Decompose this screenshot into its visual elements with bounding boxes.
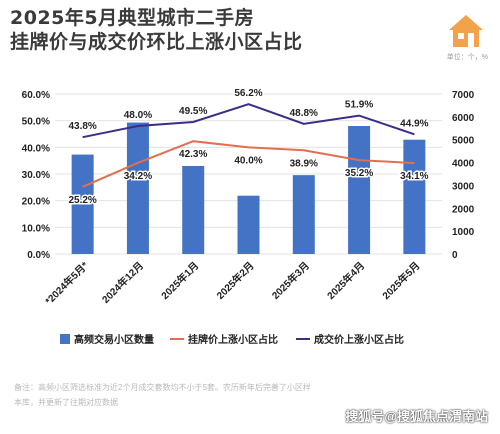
x-tick-label: 2024年12月 xyxy=(99,259,146,306)
deal-data-label: 48.0% xyxy=(124,110,152,121)
legend-label-listing: 挂牌价上涨小区占比 xyxy=(188,333,278,346)
bar xyxy=(71,154,94,254)
deal-data-label-halo: 48.0% xyxy=(124,110,152,121)
right-tick-label: 2000 xyxy=(452,204,475,215)
right-tick-label: 6000 xyxy=(452,113,475,124)
right-tick-label: 7000 xyxy=(452,90,475,101)
listing-data-label-halo: 25.2% xyxy=(68,195,96,206)
deal-data-label-halo: 49.5% xyxy=(179,106,207,117)
watermark: 搜狐号@搜狐焦点渭南站 xyxy=(345,409,488,424)
deal-data-label: 48.8% xyxy=(290,108,318,119)
deal-data-label: 51.9% xyxy=(345,100,373,111)
deal-data-label-halo: 43.8% xyxy=(68,121,96,132)
listing-data-label: 42.3% xyxy=(179,149,207,160)
listing-data-label-halo: 34.1% xyxy=(400,171,428,182)
listing-price-line xyxy=(82,140,415,188)
listing-data-label-halo: 38.9% xyxy=(290,158,318,169)
house-logo-icon xyxy=(449,15,483,47)
x-tick-label: 2025年2月 xyxy=(214,259,257,302)
deal-data-label-halo: 51.9% xyxy=(345,100,373,111)
right-tick-label: 4000 xyxy=(452,159,475,170)
left-tick-label: 60.0% xyxy=(22,90,50,101)
line-layer: 43.8%43.8%48.0%48.0% 49.5%49.5%56.2%56.2%… xyxy=(67,87,430,208)
x-tick-label: 2025年1月 xyxy=(158,259,201,302)
left-tick-label: 20.0% xyxy=(22,197,50,208)
right-tick-label: 5000 xyxy=(452,136,475,147)
listing-data-label: 34.1% xyxy=(400,171,428,182)
deal-data-label: 44.9% xyxy=(400,118,428,129)
deal-price-line xyxy=(82,103,415,139)
right-tick-label: 3000 xyxy=(452,181,475,192)
combo-chart: 43.8%43.8%48.0%48.0% 49.5%49.5%56.2%56.2%… xyxy=(22,87,475,346)
left-tick-label: 30.0% xyxy=(22,170,50,181)
legend-bar-swatch xyxy=(60,334,70,344)
legend: 高频交易小区数量 挂牌价上涨小区占比 成交价上涨小区占比 xyxy=(60,333,404,346)
bar-layer xyxy=(71,122,426,254)
chart-subtitle: 挂牌价与成交价环比上涨小区占比 xyxy=(10,31,303,53)
right-tick-label: 1000 xyxy=(452,227,475,238)
x-tick-label: 2025年3月 xyxy=(269,259,312,302)
listing-data-label-halo: 40.0% xyxy=(234,155,262,166)
x-tick-label: 2025年5月 xyxy=(379,259,422,302)
footnote: 备注：高频小区筛选标准为近2个月成交套数均不小于5套。农历新年后完善了小区样本库… xyxy=(14,383,311,407)
bar xyxy=(126,122,149,254)
left-tick-label: 50.0% xyxy=(22,117,50,128)
right-tick-label: 0 xyxy=(452,250,458,261)
listing-data-label: 25.2% xyxy=(68,195,96,206)
bar xyxy=(237,195,260,254)
left-tick-label: 40.0% xyxy=(22,143,50,154)
bar xyxy=(348,126,371,254)
listing-data-label: 38.9% xyxy=(290,158,318,169)
listing-data-label: 40.0% xyxy=(234,155,262,166)
deal-data-label: 43.8% xyxy=(68,121,96,132)
bar xyxy=(182,166,205,254)
listing-data-label: 34.2% xyxy=(124,171,152,182)
bar xyxy=(403,139,426,254)
listing-data-label-halo: 34.2% xyxy=(124,171,152,182)
legend-label-bar: 高频交易小区数量 xyxy=(74,333,154,346)
deal-data-label: 56.2% xyxy=(234,88,262,99)
listing-data-label-halo: 42.3% xyxy=(179,149,207,160)
deal-data-label-halo: 48.8% xyxy=(290,108,318,119)
left-tick-label: 0.0% xyxy=(27,250,50,261)
legend-label-deal: 成交价上涨小区占比 xyxy=(314,333,404,346)
x-tick-label: *2024年5月* xyxy=(42,259,91,308)
bar xyxy=(292,175,315,254)
unit-label: 单位：个，% xyxy=(446,54,488,61)
left-tick-label: 10.0% xyxy=(22,223,50,234)
deal-data-label: 49.5% xyxy=(179,106,207,117)
listing-data-label-halo: 35.2% xyxy=(345,168,373,179)
title-block: 2025年5月典型城市二手房 挂牌价与成交价环比上涨小区占比 xyxy=(10,6,303,54)
deal-data-label-halo: 56.2% xyxy=(234,88,262,99)
x-tick-label: 2025年4月 xyxy=(324,259,367,302)
deal-data-label-halo: 44.9% xyxy=(400,118,428,129)
listing-data-label: 35.2% xyxy=(345,168,373,179)
chart-title: 2025年5月典型城市二手房 xyxy=(10,7,255,29)
